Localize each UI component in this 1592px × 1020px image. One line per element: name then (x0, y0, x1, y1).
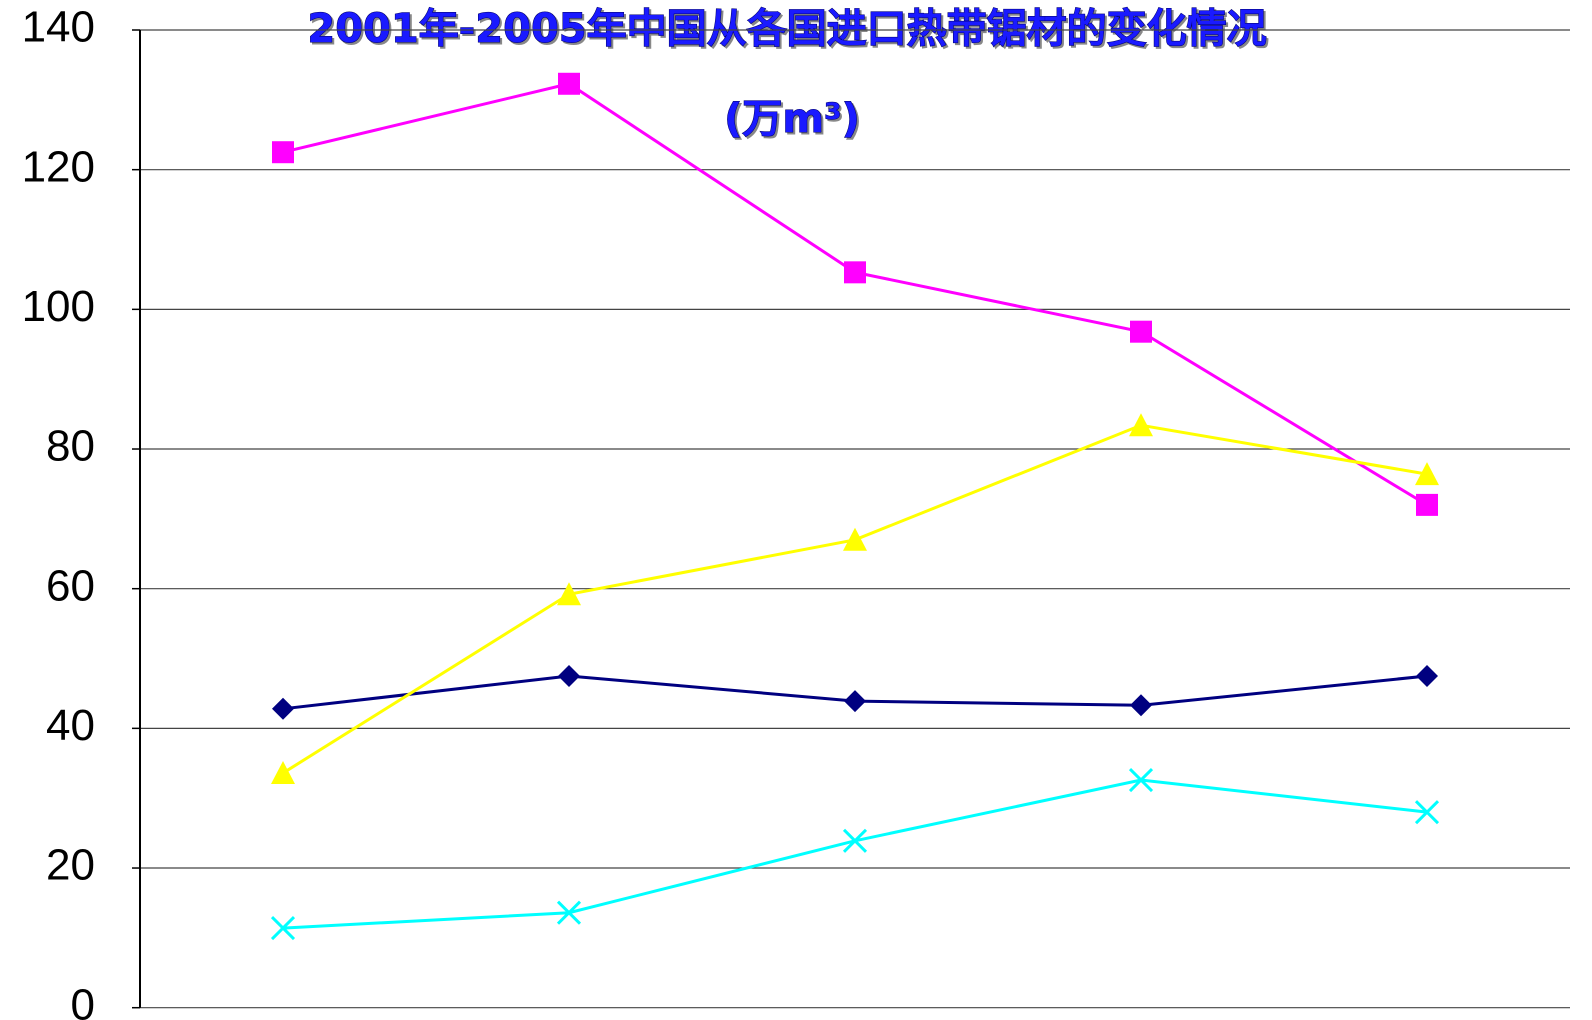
y-tick-label: 60 (46, 561, 95, 610)
marker (1416, 664, 1438, 687)
series-line (282, 778, 1428, 930)
marker (558, 664, 580, 687)
y-tick-label: 40 (46, 701, 95, 750)
marker (1415, 462, 1439, 486)
marker (272, 141, 294, 164)
marker (1414, 800, 1440, 825)
marker (1130, 320, 1152, 343)
marker (558, 72, 580, 95)
y-tick-label: 100 (22, 282, 95, 331)
chart-subtitle: (万m³) (724, 96, 860, 142)
marker (271, 761, 295, 785)
marker (844, 261, 866, 284)
marker (556, 900, 582, 925)
series-line (282, 423, 1428, 775)
y-tick-label: 120 (22, 142, 95, 191)
marker (843, 527, 867, 551)
marker (1128, 767, 1154, 793)
marker (844, 690, 866, 713)
y-tick-label: 140 (22, 3, 95, 52)
marker (557, 582, 581, 606)
y-tick-label: 80 (46, 422, 95, 471)
marker (842, 828, 868, 853)
marker (272, 697, 294, 720)
series-line (282, 82, 1428, 507)
y-tick-label: 20 (46, 841, 95, 890)
marker (1129, 413, 1153, 437)
marker (1130, 694, 1152, 717)
marker (1416, 493, 1438, 516)
y-tick-label: 0 (71, 980, 95, 1020)
plot: 0 20 40 60 80 100 120 140 (22, 3, 1570, 1020)
marker (270, 916, 296, 941)
chart-title: 2001年-2005年中国从各国进口热带锯材的变化情况 (307, 6, 1266, 52)
